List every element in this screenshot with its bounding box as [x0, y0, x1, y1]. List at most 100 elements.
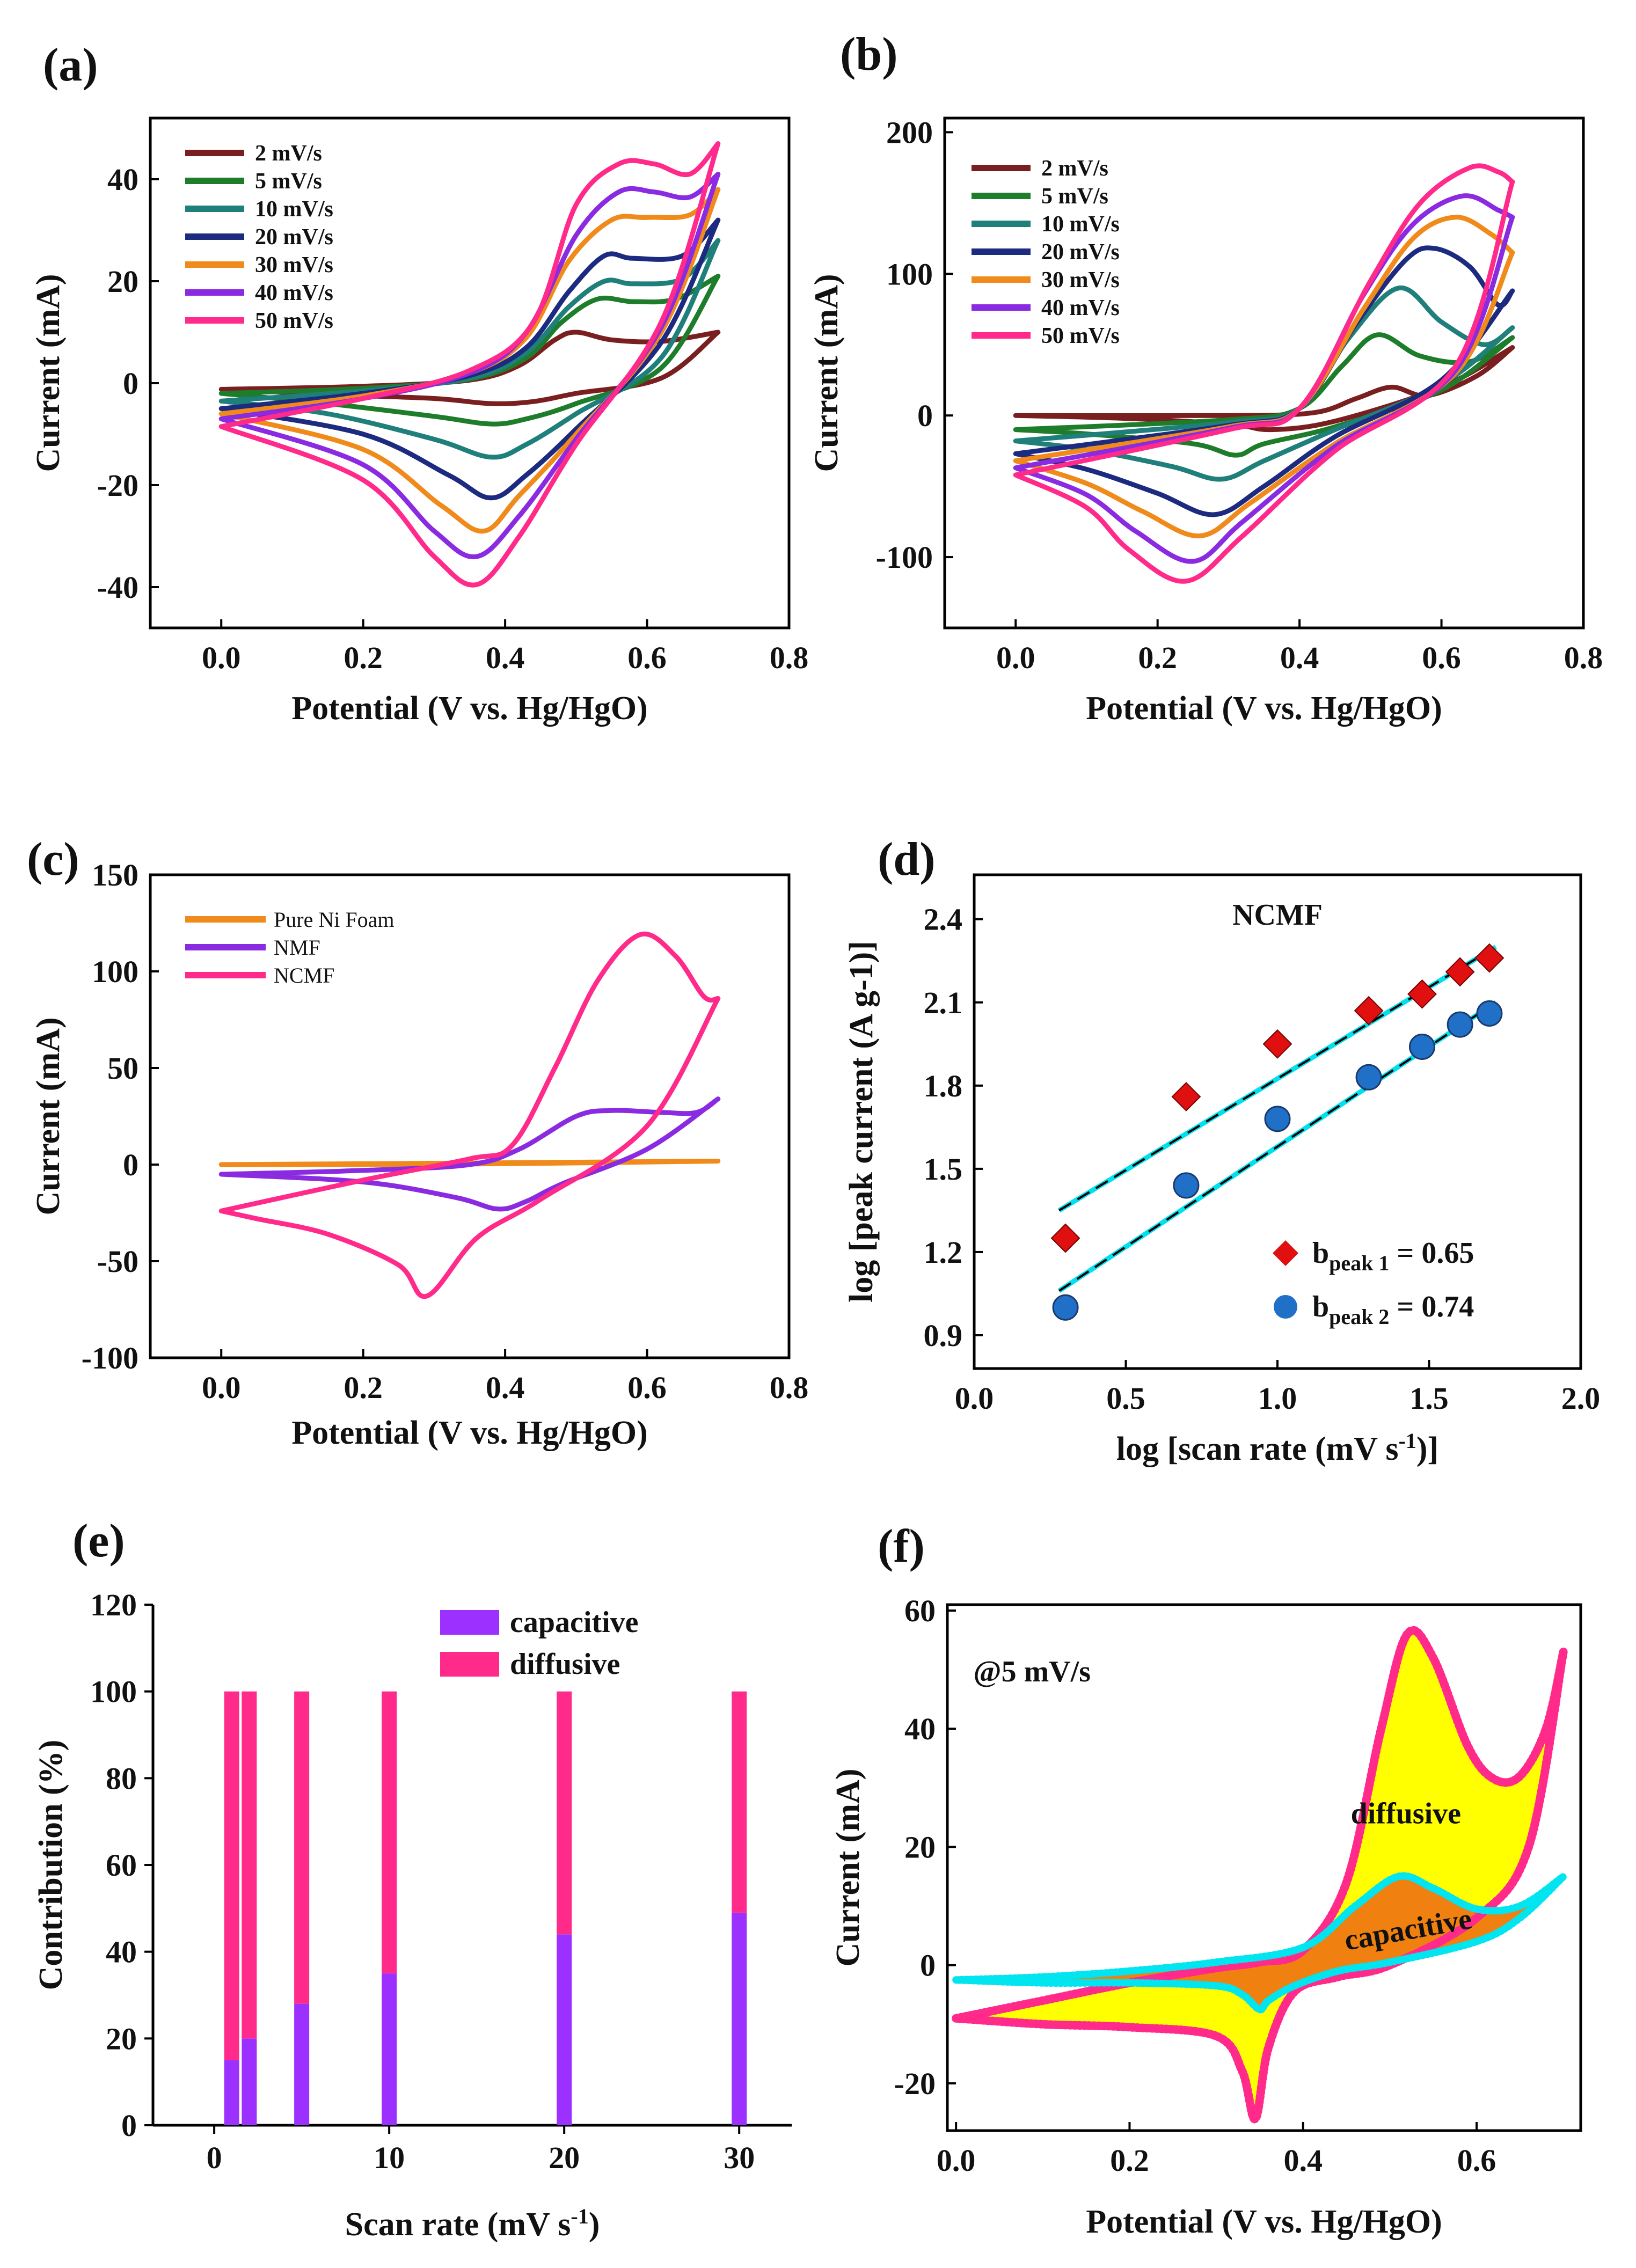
y-axis-label-f: Current (mA)	[830, 1768, 866, 1966]
panel-letter-a: (a)	[43, 39, 98, 91]
plot-frame-a	[149, 116, 791, 630]
data-point-peak-2	[1264, 1106, 1291, 1132]
x-tick-label-a: 0.2	[344, 640, 383, 675]
panel-letter-d: (d)	[878, 833, 936, 886]
bar-capacitive-10	[382, 1973, 397, 2125]
x-tick-label-e: 30	[724, 2140, 755, 2175]
x-tick-label-d: 1.5	[1409, 1381, 1449, 1416]
legend-label-e-diffusive: diffusive	[510, 1648, 620, 1681]
y-tick-label-f: -20	[894, 2066, 936, 2101]
panel-letter-b: (b)	[840, 28, 898, 81]
legend-label-a: 20 mV/s	[255, 225, 333, 250]
plot-frame-b	[943, 116, 1585, 630]
cv-curve-a-50-mv-s	[218, 141, 721, 588]
y-tick-label-d: 2.1	[924, 985, 963, 1020]
legend-label-a: 2 mV/s	[255, 141, 322, 166]
x-tick-label-b: 0.8	[1564, 640, 1603, 675]
bar-diffusive-30	[732, 1691, 747, 1913]
x-tick-label-a: 0.6	[627, 640, 667, 675]
cv-curve-a-40-mv-s	[218, 172, 721, 560]
data-point-peak-1	[1262, 1029, 1292, 1059]
y-axis-label-e: Contribution (%)	[33, 1740, 69, 1991]
cv-curve-c-pure-ni-foam	[218, 1159, 721, 1167]
y-tick-label-b: 200	[886, 115, 933, 150]
y-tick-label-c: -50	[97, 1244, 138, 1279]
x-tick-label-b: 0.4	[1280, 640, 1319, 675]
legend-label-b: 20 mV/s	[1041, 240, 1120, 265]
legend-label-b-value: bpeak 2 = 0.74	[1312, 1290, 1474, 1329]
x-tick-label-a: 0.0	[202, 640, 241, 675]
bar-capacitive-1	[224, 2060, 239, 2125]
y-axis-label-d: log [peak current (A g-1)]	[843, 941, 880, 1303]
data-point-peak-1	[1050, 1223, 1080, 1253]
cv-curve-c-ncmf	[218, 931, 721, 1299]
bar-diffusive-1	[224, 1691, 239, 2060]
x-tick-label-b: 0.0	[996, 640, 1035, 675]
legend-label-a: 50 mV/s	[255, 309, 333, 333]
legend-label-c: NMF	[274, 935, 320, 960]
bar-diffusive-2	[242, 1691, 257, 2039]
x-tick-label-e: 20	[549, 2140, 580, 2175]
x-tick-label-a: 0.8	[770, 640, 809, 675]
y-tick-label-e: 60	[106, 1848, 137, 1883]
y-tick-label-f: 40	[904, 1711, 936, 1746]
y-tick-label-a: 40	[107, 162, 138, 197]
y-tick-label-f: 20	[904, 1830, 936, 1864]
y-tick-label-e: 20	[106, 2021, 137, 2056]
x-tick-label-f: 0.4	[1283, 2143, 1323, 2178]
x-tick-label-d: 1.0	[1258, 1381, 1297, 1416]
legend-label-b: 50 mV/s	[1041, 324, 1120, 348]
y-tick-label-d: 0.9	[924, 1318, 963, 1353]
x-tick-label-d: 0.0	[955, 1381, 994, 1416]
x-tick-label-b: 0.2	[1138, 640, 1177, 675]
scan-rate-annotation: @5 mV/s	[973, 1655, 1091, 1688]
x-tick-label-c: 0.2	[344, 1370, 383, 1405]
x-tick-label-a: 0.4	[486, 640, 525, 675]
legend-label-a: 5 mV/s	[255, 169, 322, 194]
plot-frame-c	[149, 873, 791, 1359]
legend-swatch-e-capacitive	[440, 1610, 499, 1635]
y-tick-label-d: 1.2	[924, 1235, 963, 1270]
legend-label-a: 40 mV/s	[255, 281, 333, 305]
y-tick-label-b: 0	[917, 398, 933, 433]
data-point-peak-2	[1173, 1172, 1200, 1199]
y-axis-label-c: Current (mA)	[30, 1017, 67, 1215]
plot-frame-f	[946, 1603, 1582, 2132]
bar-diffusive-5	[294, 1691, 310, 2004]
cv-curve-a-10-mv-s	[218, 238, 721, 460]
bar-capacitive-5	[294, 2003, 310, 2125]
x-tick-label-f: 0.6	[1457, 2143, 1496, 2178]
y-tick-label-c: -100	[82, 1341, 138, 1376]
data-point-peak-1	[1171, 1082, 1201, 1111]
x-tick-label-c: 0.4	[486, 1370, 525, 1405]
data-point-peak-1	[1354, 996, 1384, 1026]
diffusive-label: diffusive	[1351, 1797, 1461, 1830]
data-point-peak-1	[1474, 943, 1504, 973]
data-point-peak-2	[1409, 1033, 1436, 1060]
legend-label-c: Pure Ni Foam	[274, 908, 394, 932]
panel-letter-e: (e)	[72, 1515, 125, 1567]
y-axis-label-b: Current (mA)	[808, 274, 845, 472]
legend-label-e-capacitive: capacitive	[510, 1606, 638, 1639]
data-point-peak-2	[1447, 1011, 1473, 1038]
y-tick-label-d: 1.5	[924, 1152, 963, 1187]
legend-label-a: 10 mV/s	[255, 197, 333, 222]
legend-label-b: 10 mV/s	[1041, 212, 1120, 237]
x-tick-label-d: 0.5	[1106, 1381, 1145, 1416]
x-axis-label-b: Potential (V vs. Hg/HgO)	[1086, 690, 1442, 727]
legend-label-b: 2 mV/s	[1041, 156, 1108, 181]
bar-diffusive-20	[557, 1691, 572, 1935]
y-tick-label-a: -40	[97, 570, 138, 605]
panel-d-title: NCMF	[1232, 898, 1323, 932]
x-axis-label-c: Potential (V vs. Hg/HgO)	[291, 1415, 648, 1451]
y-tick-label-e: 0	[121, 2108, 137, 2143]
legend-marker-peak-2	[1274, 1295, 1297, 1319]
total-current-curve	[952, 1626, 1568, 2124]
data-point-peak-1	[1407, 979, 1437, 1009]
diffusive-region	[956, 1630, 1564, 2119]
x-tick-label-c: 0.6	[627, 1370, 667, 1405]
y-tick-label-b: -100	[876, 540, 933, 575]
legend-label-c: NCMF	[274, 963, 334, 987]
y-tick-label-e: 120	[90, 1587, 137, 1622]
